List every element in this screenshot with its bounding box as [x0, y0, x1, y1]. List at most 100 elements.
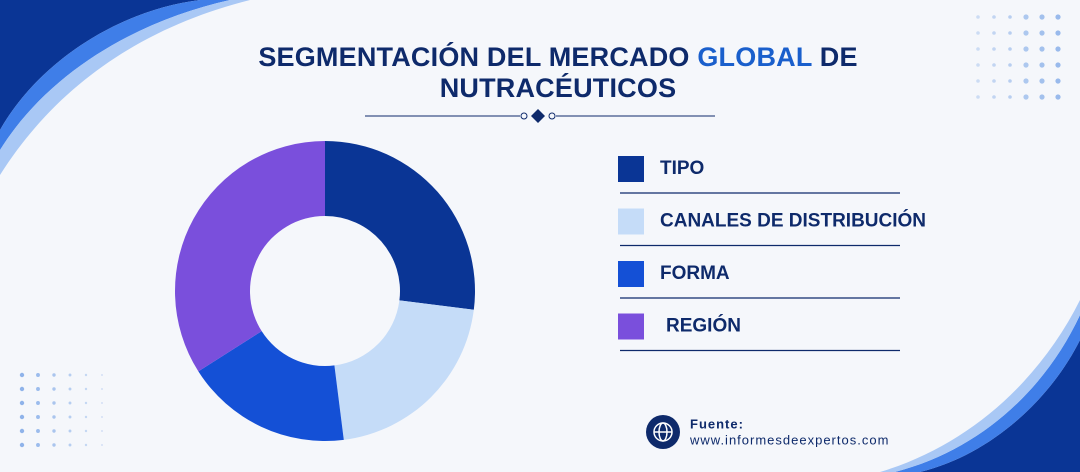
dot	[68, 443, 72, 447]
legend-swatch	[618, 261, 644, 287]
title-highlight: GLOBAL	[697, 42, 813, 72]
dot	[992, 79, 996, 83]
dot	[1023, 78, 1029, 84]
dot	[36, 429, 40, 433]
dot	[19, 372, 25, 378]
dot	[992, 63, 996, 67]
dot	[84, 443, 88, 447]
corner-decoration	[920, 340, 1080, 472]
dot	[101, 444, 103, 446]
dot	[992, 31, 996, 35]
dot	[1039, 14, 1045, 20]
dot	[1055, 14, 1061, 20]
dot	[52, 387, 56, 391]
title-text: SEGMENTACIÓN DEL MERCADO	[258, 42, 690, 72]
donut-segment	[175, 141, 325, 372]
dot	[84, 373, 88, 377]
dot	[101, 374, 103, 376]
dot	[1039, 46, 1045, 52]
dot	[992, 15, 996, 19]
chart-title: SEGMENTACIÓN DEL MERCADO GLOBAL DE NUTRA…	[258, 42, 858, 104]
dot	[101, 430, 103, 432]
title-ornament	[531, 109, 545, 123]
dot	[84, 401, 88, 405]
dot	[52, 429, 56, 433]
dot	[19, 428, 25, 434]
dot	[1055, 78, 1061, 84]
dot	[52, 415, 56, 419]
dot	[1008, 47, 1012, 51]
dot	[1008, 63, 1012, 67]
dot	[68, 415, 72, 419]
dot	[1039, 30, 1045, 36]
title-text: NUTRACÉUTICOS	[439, 73, 677, 103]
source-label: Fuente:	[690, 416, 744, 431]
legend-label: FORMA	[660, 263, 730, 284]
dot	[976, 79, 980, 83]
dot	[19, 414, 25, 420]
legend-label: CANALES DE DISTRIBUCIÓN	[660, 210, 926, 232]
dot	[84, 429, 88, 433]
donut-segment	[198, 331, 344, 441]
dot	[992, 47, 996, 51]
dot	[36, 387, 40, 391]
dot	[101, 416, 103, 418]
dot	[19, 400, 25, 406]
dot	[1008, 95, 1012, 99]
legend: TIPO CANALES DE DISTRIBUCIÓN FORMA REGIÓN	[618, 156, 926, 352]
dot	[1023, 94, 1029, 100]
title-ornament	[520, 112, 528, 120]
dot	[1039, 94, 1045, 100]
title-text: DE	[819, 42, 858, 72]
dot	[68, 387, 72, 391]
title-ornament	[548, 112, 556, 120]
dot	[84, 387, 88, 391]
dot	[36, 401, 40, 405]
source-url: www.informesdeexpertos.com	[689, 432, 889, 447]
dot	[976, 31, 980, 35]
dot	[1055, 46, 1061, 52]
dot	[68, 401, 72, 405]
dot	[1023, 30, 1029, 36]
dot	[101, 388, 103, 390]
dot	[1055, 62, 1061, 68]
corner-decoration	[0, 0, 200, 130]
dot	[1055, 30, 1061, 36]
dot	[52, 443, 56, 447]
dot	[68, 429, 72, 433]
corner-decoration	[895, 315, 1080, 472]
dot	[976, 47, 980, 51]
dot	[68, 373, 72, 377]
corner-decoration	[0, 0, 230, 150]
dot	[1023, 14, 1029, 20]
dot	[1008, 79, 1012, 83]
legend-swatch	[618, 313, 644, 340]
dot	[36, 373, 40, 377]
dot-pattern	[19, 14, 1061, 448]
dot	[1008, 15, 1012, 19]
dot	[976, 63, 980, 67]
legend-swatch	[618, 208, 644, 235]
dot	[52, 401, 56, 405]
dot	[976, 15, 980, 19]
donut-segment	[325, 141, 475, 310]
donut-segment	[334, 300, 474, 440]
dot	[1008, 31, 1012, 35]
donut	[175, 141, 475, 441]
legend-label: REGIÓN	[666, 315, 741, 337]
dot	[101, 402, 103, 404]
dot	[84, 415, 88, 419]
dot	[1023, 46, 1029, 52]
dot	[1039, 78, 1045, 84]
dot	[52, 373, 56, 377]
dot	[19, 386, 25, 392]
dot	[1055, 94, 1061, 100]
dot	[19, 442, 25, 448]
dot	[36, 443, 40, 447]
dot	[1039, 62, 1045, 68]
dot	[36, 415, 40, 419]
dot	[976, 95, 980, 99]
dot	[992, 95, 996, 99]
